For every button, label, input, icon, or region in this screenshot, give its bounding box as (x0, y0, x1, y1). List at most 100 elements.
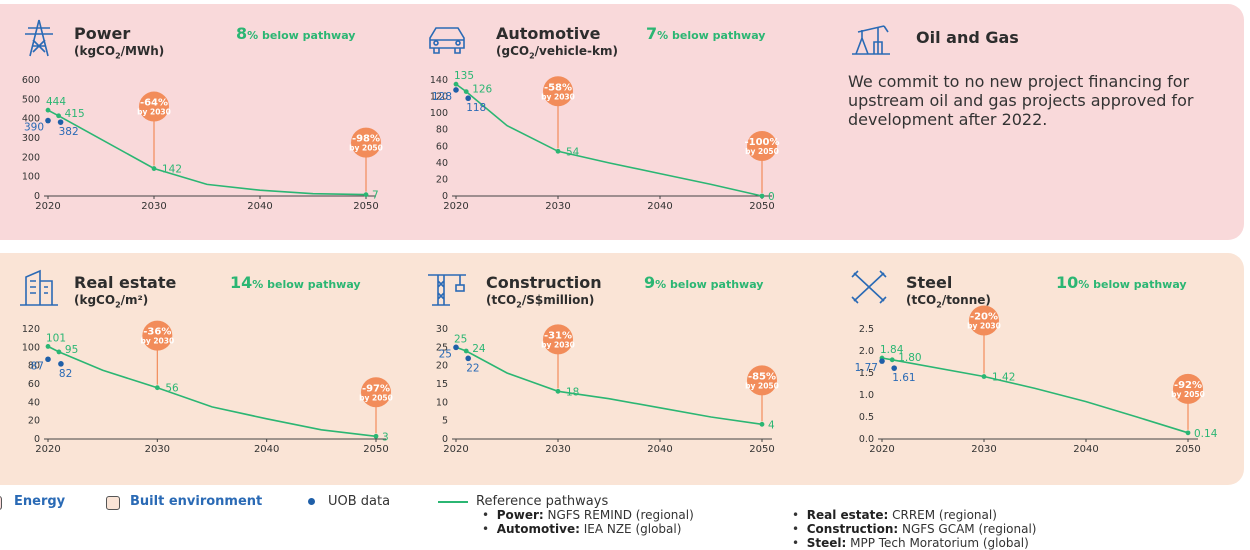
pathway-value-label: 25 (454, 333, 467, 345)
ref-item: • Construction: NGFS GCAM (regional) (792, 522, 1037, 536)
y-tick-label: 10 (436, 397, 448, 408)
wrench-icon (846, 267, 892, 307)
pathway-value-label: 95 (65, 344, 78, 356)
pathway-point (453, 81, 459, 87)
pathway-point (759, 421, 765, 427)
y-tick-label: 0 (442, 191, 448, 202)
uob-value-label: 118 (466, 102, 486, 114)
pathway-value-label: 0 (768, 191, 775, 203)
callout-bubble (747, 131, 777, 161)
y-tick-label: 30 (436, 324, 448, 335)
refs-right: • Real estate: CRREM (regional) • Constr… (792, 508, 1036, 550)
y-tick-label: 15 (436, 379, 448, 390)
y-tick-label: 500 (22, 94, 40, 105)
x-tick-label: 2030 (545, 201, 570, 212)
pathway-value-label: 24 (472, 343, 486, 355)
callout-percent: -98% (352, 134, 380, 145)
pathway-value-label: 1.80 (898, 352, 921, 364)
below-pathway-label: 14% below pathway (230, 273, 361, 292)
pathway-point (555, 148, 561, 154)
pathway-line (455, 346, 763, 426)
sector-title: Power (74, 24, 131, 43)
pathway-point (463, 89, 469, 94)
callout-by: by 2030 (140, 337, 174, 346)
sector-unit: (gCO2/vehicle-km) (496, 44, 618, 61)
pathway-line (881, 357, 1189, 434)
x-tick-label: 2030 (545, 444, 570, 455)
x-tick-label: 2020 (35, 444, 60, 455)
callout-bubble (139, 91, 169, 122)
callout-percent: -64% (140, 98, 168, 109)
callout-bubble (543, 76, 573, 107)
uob-marker (308, 498, 315, 505)
sector-title: Steel (906, 273, 953, 292)
x-tick-label: 2040 (647, 444, 672, 455)
x-tick-label: 2030 (145, 444, 170, 455)
y-tick-label: 80 (436, 125, 448, 136)
y-tick-label: 20 (436, 174, 448, 185)
uob-point (453, 87, 459, 93)
callout-percent: -92% (1174, 380, 1202, 391)
uob-point (58, 361, 64, 367)
built-swatch (106, 496, 120, 510)
x-tick-label: 2020 (443, 444, 468, 455)
oil-gas-commitment-text: We commit to no new project financing fo… (848, 72, 1194, 129)
callout-bubble (361, 377, 391, 408)
x-tick-label: 2030 (141, 201, 166, 212)
x-tick-label: 2040 (647, 201, 672, 212)
sector-title: Automotive (496, 24, 601, 43)
pathway-point (1185, 430, 1191, 436)
y-tick-label: 0 (34, 191, 40, 202)
callout-bubble (1173, 373, 1203, 404)
y-tick-label: 40 (436, 158, 448, 169)
built-environment-panel (0, 253, 1244, 485)
pathway-value-label: 1.84 (880, 344, 904, 356)
y-tick-label: 0 (34, 434, 40, 445)
pathway-point (45, 107, 51, 113)
pathway-value-label: 3 (382, 431, 389, 443)
pathway-point (151, 166, 157, 171)
x-tick-label: 2030 (971, 444, 996, 455)
y-tick-label: 400 (22, 114, 40, 125)
callout-by: by 2050 (359, 393, 393, 402)
ref-item: • Power: NGFS REMIND (regional) (482, 508, 694, 522)
y-tick-label: 100 (430, 108, 448, 119)
y-tick-label: 80 (28, 361, 40, 372)
y-tick-label: 1.0 (859, 390, 874, 401)
crane-icon (424, 267, 470, 307)
sector-unit: (tCO2/tonne) (906, 293, 991, 310)
uob-value-label: 382 (59, 126, 79, 138)
callout-bubble (142, 320, 173, 351)
power-tower-icon (16, 18, 62, 58)
pathway-point (45, 344, 51, 349)
uob-point (45, 356, 51, 363)
real-estate-card: Real estate (kgCO2/m²) 14% below pathway… (4, 253, 404, 483)
y-tick-label: 0.0 (859, 434, 874, 445)
callout-by: by 2050 (1171, 390, 1205, 399)
callout-by: by 2050 (349, 144, 383, 153)
uob-point (57, 119, 64, 125)
pathway-point (154, 385, 160, 391)
power-chart: 0 100 200 300 400 500 600 2020 2030 2040 2050 44441… (22, 75, 383, 212)
pathway-point (463, 348, 469, 354)
y-tick-label: 120 (430, 92, 448, 103)
uob-point (45, 117, 51, 124)
y-tick-label: 20 (436, 361, 448, 372)
y-tick-label: 200 (22, 152, 40, 163)
callout-by: by 2030 (541, 340, 575, 349)
uob-value-label: 25 (439, 348, 452, 360)
x-tick-label: 2020 (35, 201, 60, 212)
x-tick-label: 2050 (749, 201, 774, 212)
y-tick-label: 0.5 (859, 412, 874, 423)
y-tick-label: 60 (436, 141, 448, 152)
pathway-value-label: 56 (165, 383, 179, 395)
callout-percent: -20% (970, 312, 998, 323)
uob-point (465, 95, 471, 102)
callout-bubble (543, 324, 573, 355)
callout-percent: -36% (143, 327, 171, 338)
pathway-value-label: 1.42 (992, 372, 1015, 384)
